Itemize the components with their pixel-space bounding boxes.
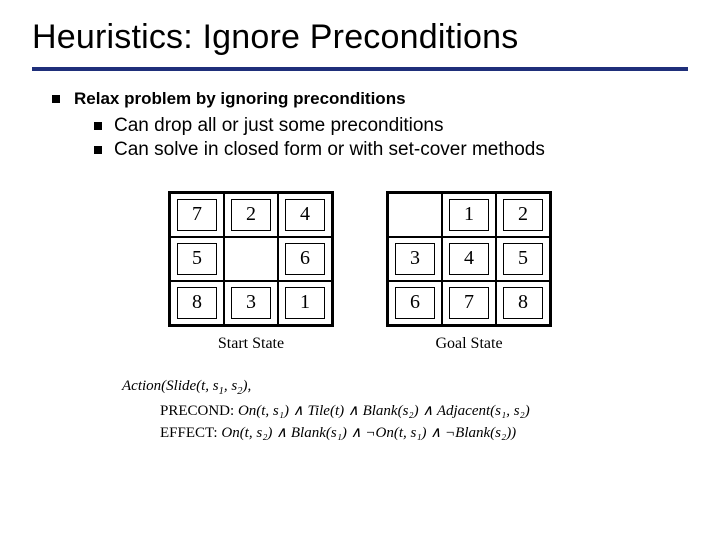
goal-puzzle: 12 345 678 Goal State: [386, 191, 552, 353]
precond-label: PRECOND:: [160, 403, 234, 419]
tile: 7: [177, 199, 218, 230]
precond-body: On(t, s₁) ∧ Tile(t) ∧ Blank(s₂) ∧ Adjace…: [234, 403, 530, 419]
bullet-level2: Can drop all or just some preconditions: [94, 115, 688, 137]
action-args: (Slide(t, s: [161, 378, 219, 394]
tile: 1: [285, 287, 326, 318]
grid-cell: 3: [388, 237, 442, 281]
start-puzzle: 724 5 6 831 Start State: [168, 191, 334, 353]
grid-cell: 1: [278, 281, 332, 325]
grid-cell: 5: [170, 237, 224, 281]
tile: 3: [395, 243, 436, 274]
goal-caption: Goal State: [435, 335, 502, 353]
bullet-text: Can solve in closed form or with set-cov…: [114, 139, 545, 161]
grid-cell: 8: [496, 281, 550, 325]
formula-line-effect: EFFECT: On(t, s₂) ∧ Blank(s₁) ∧ ¬On(t, s…: [122, 422, 688, 445]
grid-cell: 6: [388, 281, 442, 325]
grid-cell: 3: [224, 281, 278, 325]
action-word: Action: [122, 378, 161, 394]
puzzle-row: 72456831 Start State 12345678 Goal State: [32, 191, 688, 353]
formula-line-precond: PRECOND: On(t, s₁) ∧ Tile(t) ∧ Blank(s₂)…: [122, 400, 688, 423]
action-end: ),: [243, 378, 252, 394]
goal-grid: 12 345 678: [386, 191, 552, 327]
title-underline: [32, 67, 688, 71]
bullet-level1: Relax problem by ignoring preconditions: [52, 89, 688, 109]
start-caption: Start State: [218, 335, 284, 353]
square-bullet-icon: [94, 122, 102, 130]
formula-line-action: Action(Slide(t, s1, s2),: [122, 375, 688, 400]
grid-cell: 4: [278, 193, 332, 237]
grid-cell: [388, 193, 442, 237]
tile: 6: [285, 243, 326, 274]
slide: Heuristics: Ignore Preconditions Relax p…: [0, 0, 720, 540]
grid-cell: 2: [224, 193, 278, 237]
effect-label: EFFECT:: [160, 425, 218, 441]
grid-cell: 1: [442, 193, 496, 237]
bullet-list: Relax problem by ignoring preconditions …: [32, 89, 688, 161]
slide-title: Heuristics: Ignore Preconditions: [32, 18, 688, 57]
tile: 5: [503, 243, 544, 274]
action-mid: , s: [224, 378, 237, 394]
tile: 8: [503, 287, 544, 318]
grid-cell: 4: [442, 237, 496, 281]
grid-cell: 8: [170, 281, 224, 325]
bullet-level2: Can solve in closed form or with set-cov…: [94, 139, 688, 161]
tile: 2: [503, 199, 544, 230]
tile: 2: [231, 199, 272, 230]
tile: 8: [177, 287, 218, 318]
grid-cell: 7: [170, 193, 224, 237]
grid-cell: 5: [496, 237, 550, 281]
square-bullet-icon: [94, 146, 102, 154]
tile: 1: [449, 199, 490, 230]
bullet-text: Relax problem by ignoring preconditions: [74, 89, 406, 109]
tile: 5: [177, 243, 218, 274]
tile: 6: [395, 287, 436, 318]
tile: 7: [449, 287, 490, 318]
tile: 4: [449, 243, 490, 274]
grid-cell: 2: [496, 193, 550, 237]
grid-cell: 6: [278, 237, 332, 281]
square-bullet-icon: [52, 95, 60, 103]
tile: 3: [231, 287, 272, 318]
effect-body: On(t, s₂) ∧ Blank(s₁) ∧ ¬On(t, s₁) ∧ ¬Bl…: [218, 425, 517, 441]
start-grid: 724 5 6 831: [168, 191, 334, 327]
tile: 4: [285, 199, 326, 230]
grid-cell: 7: [442, 281, 496, 325]
bullet-text: Can drop all or just some preconditions: [114, 115, 444, 137]
formula-block: Action(Slide(t, s1, s2), PRECOND: On(t, …: [122, 375, 688, 445]
grid-cell: [224, 237, 278, 281]
